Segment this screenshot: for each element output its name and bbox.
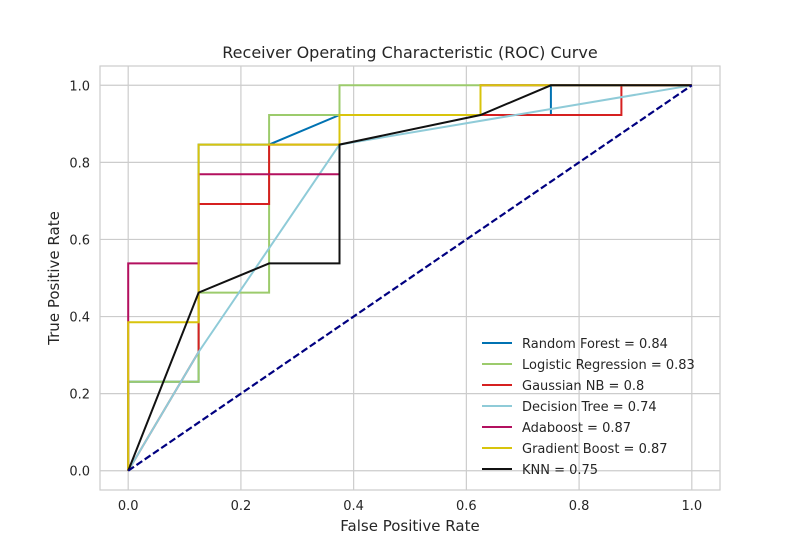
x-tick-label: 0.6: [456, 499, 477, 514]
x-tick-label: 1.0: [681, 499, 702, 514]
legend-label: Gaussian NB = 0.8: [522, 379, 644, 394]
legend-label: Random Forest = 0.84: [522, 337, 668, 352]
y-tick-label: 0.6: [69, 233, 90, 248]
legend-label: Logistic Regression = 0.83: [522, 358, 695, 373]
reference-diagonal-line: [127, 84, 693, 472]
chart-title: Receiver Operating Characteristic (ROC) …: [222, 43, 597, 62]
y-tick-label: 0.8: [69, 156, 90, 171]
legend: Random Forest = 0.84 Logistic Regression …: [482, 337, 695, 478]
x-tick-label: 0.4: [343, 499, 364, 514]
y-axis-label: True Positive Rate: [45, 211, 63, 346]
legend-label: Decision Tree = 0.74: [522, 400, 657, 415]
y-tick-label: 0.4: [69, 311, 90, 326]
series-line-2: [127, 84, 692, 471]
x-tick-label: 0.0: [118, 499, 139, 514]
x-tick-label: 0.8: [569, 499, 590, 514]
y-tick-label: 0.0: [69, 465, 90, 480]
x-tick-label: 0.2: [231, 499, 252, 514]
legend-label: Adaboost = 0.87: [522, 421, 631, 436]
series-line-7: [127, 84, 692, 472]
legend-label: KNN = 0.75: [522, 463, 598, 478]
y-tick-label: 1.0: [69, 79, 90, 94]
x-axis-label: False Positive Rate: [340, 517, 479, 535]
series-line-4: [127, 84, 692, 472]
y-tick-label: 0.2: [69, 388, 90, 403]
tick-labels: 0.0 0.2 0.4 0.6 0.8 1.0 0.0 0.2 0.4 0.6 0.8 1.0: [69, 79, 702, 514]
series-layer: [127, 84, 693, 472]
legend-label: Gradient Boost = 0.87: [522, 442, 668, 457]
